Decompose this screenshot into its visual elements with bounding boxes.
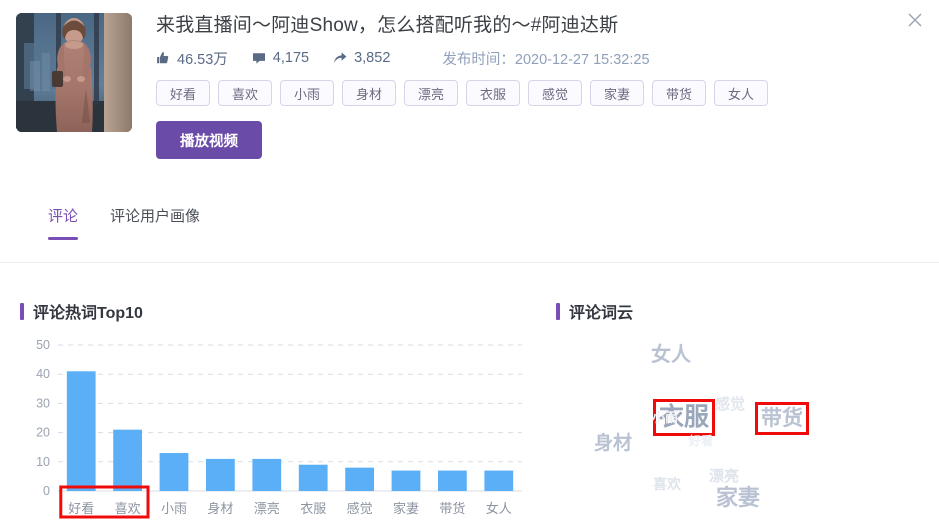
tag-chip[interactable]: 小雨	[280, 80, 334, 106]
wordcloud-canvas[interactable]: 女人衣服 感觉 带货 小雨身材 好看喜欢 漂亮 家妻	[556, 337, 926, 527]
svg-text:40: 40	[36, 367, 50, 381]
publish-label: 发布时间：	[442, 51, 515, 68]
video-header: 来我直播间～阿迪Show，怎么搭配听我的～#阿迪达斯 46.53万 4,175	[16, 13, 899, 173]
wordcloud-title-text: 评论词云	[569, 305, 634, 322]
tag-chip[interactable]: 漂亮	[404, 80, 458, 106]
wordcloud-title: 评论词云	[556, 299, 926, 323]
tab-divider	[0, 262, 939, 263]
wordcloud-word[interactable]: 带货	[761, 407, 803, 430]
svg-text:小雨: 小雨	[161, 501, 187, 516]
svg-text:20: 20	[36, 426, 50, 440]
svg-text:50: 50	[36, 338, 50, 352]
comment-icon	[252, 51, 266, 65]
hotwords-title: 评论热词Top10	[20, 299, 530, 323]
likes-count: 46.53万	[177, 51, 228, 68]
tab-bar: 评论 评论用户画像	[16, 205, 939, 251]
thumbs-up-icon	[156, 51, 170, 65]
tag-list: 好看 喜欢 小雨 身材 漂亮 衣服 感觉 家妻 带货 女人	[156, 80, 899, 106]
tag-chip[interactable]: 衣服	[466, 80, 520, 106]
svg-text:30: 30	[36, 396, 50, 410]
tag-chip[interactable]: 感觉	[528, 80, 582, 106]
svg-text:带货: 带货	[439, 501, 465, 516]
wordcloud-word[interactable]: 女人	[651, 344, 691, 366]
tag-chip[interactable]: 家妻	[590, 80, 644, 106]
title-accent-bar	[556, 302, 560, 320]
shares-count: 3,852	[354, 50, 391, 66]
svg-text:衣服: 衣服	[300, 501, 326, 516]
thumbnail-image	[16, 13, 132, 132]
svg-text:身材: 身材	[207, 501, 233, 516]
share-icon	[333, 51, 347, 65]
video-title: 来我直播间～阿迪Show，怎么搭配听我的～#阿迪达斯	[156, 15, 619, 36]
wordcloud-word[interactable]: 家妻	[716, 485, 761, 510]
tag-chip[interactable]: 带货	[652, 80, 706, 106]
svg-text:10: 10	[36, 455, 50, 469]
close-button[interactable]	[901, 6, 929, 34]
hotwords-panel: 评论热词Top10 0 10 20 30 40 50 好看 喜欢 小雨 身材 漂亮 衣服 感觉 家妻 带货 女…	[20, 299, 530, 527]
svg-text:女人: 女人	[486, 501, 512, 516]
tab-comment-user-profile[interactable]: 评论用户画像	[110, 208, 201, 225]
video-meta: 来我直播间～阿迪Show，怎么搭配听我的～#阿迪达斯 46.53万 4,175	[156, 13, 899, 159]
tag-chip[interactable]: 女人	[714, 80, 768, 106]
play-video-button[interactable]: 播放视频	[156, 121, 262, 159]
wordcloud-word[interactable]: 身材	[594, 433, 633, 454]
svg-text:喜欢: 喜欢	[115, 501, 141, 516]
wordcloud-panel: 评论词云 女人衣服 感觉 带货 小雨身材 好看喜欢 漂亮 家妻	[556, 299, 926, 527]
stat-shares: 3,852	[333, 50, 390, 66]
tag-chip[interactable]: 好看	[156, 80, 210, 106]
video-thumbnail[interactable]	[16, 13, 132, 132]
tag-chip[interactable]: 喜欢	[218, 80, 272, 106]
hotwords-title-text: 评论热词Top10	[33, 305, 143, 322]
publish-time: 发布时间：2020-12-27 15:32:25	[442, 48, 649, 69]
tab-comments[interactable]: 评论	[48, 205, 79, 240]
wordcloud-word[interactable]: 小雨	[652, 410, 679, 425]
tag-chip[interactable]: 身材	[342, 80, 396, 106]
wordcloud-word[interactable]: 喜欢	[653, 476, 681, 492]
svg-text:0: 0	[43, 484, 50, 498]
svg-text:好看: 好看	[68, 501, 94, 516]
wordcloud-word[interactable]: 好看	[689, 434, 714, 448]
wordcloud-word[interactable]: 衣服	[659, 403, 710, 431]
comments-count: 4,175	[272, 50, 310, 66]
stat-likes: 46.53万	[156, 48, 228, 69]
svg-text:漂亮: 漂亮	[254, 501, 280, 516]
svg-text:家妻: 家妻	[393, 501, 419, 516]
video-stats: 46.53万 4,175 3,852 发布时间：2020-12-27 15:32…	[156, 48, 899, 68]
stat-comments: 4,175	[252, 50, 309, 66]
svg-text:感觉: 感觉	[347, 501, 373, 516]
wordcloud-word[interactable]: 漂亮	[709, 468, 740, 485]
wordcloud-word[interactable]: 感觉	[715, 396, 746, 413]
title-accent-bar	[20, 302, 24, 320]
publish-value: 2020-12-27 15:32:25	[514, 51, 650, 68]
bar-chart-svg: 0 10 20 30 40 50 好看 喜欢 小雨 身材 漂亮 衣服 感觉 家妻 带货 女人	[36, 338, 522, 519]
hotwords-bar-chart[interactable]: 0 10 20 30 40 50 好看 喜欢 小雨 身材 漂亮 衣服 感觉 家妻 带货 女人	[20, 337, 530, 527]
close-icon	[908, 13, 922, 27]
